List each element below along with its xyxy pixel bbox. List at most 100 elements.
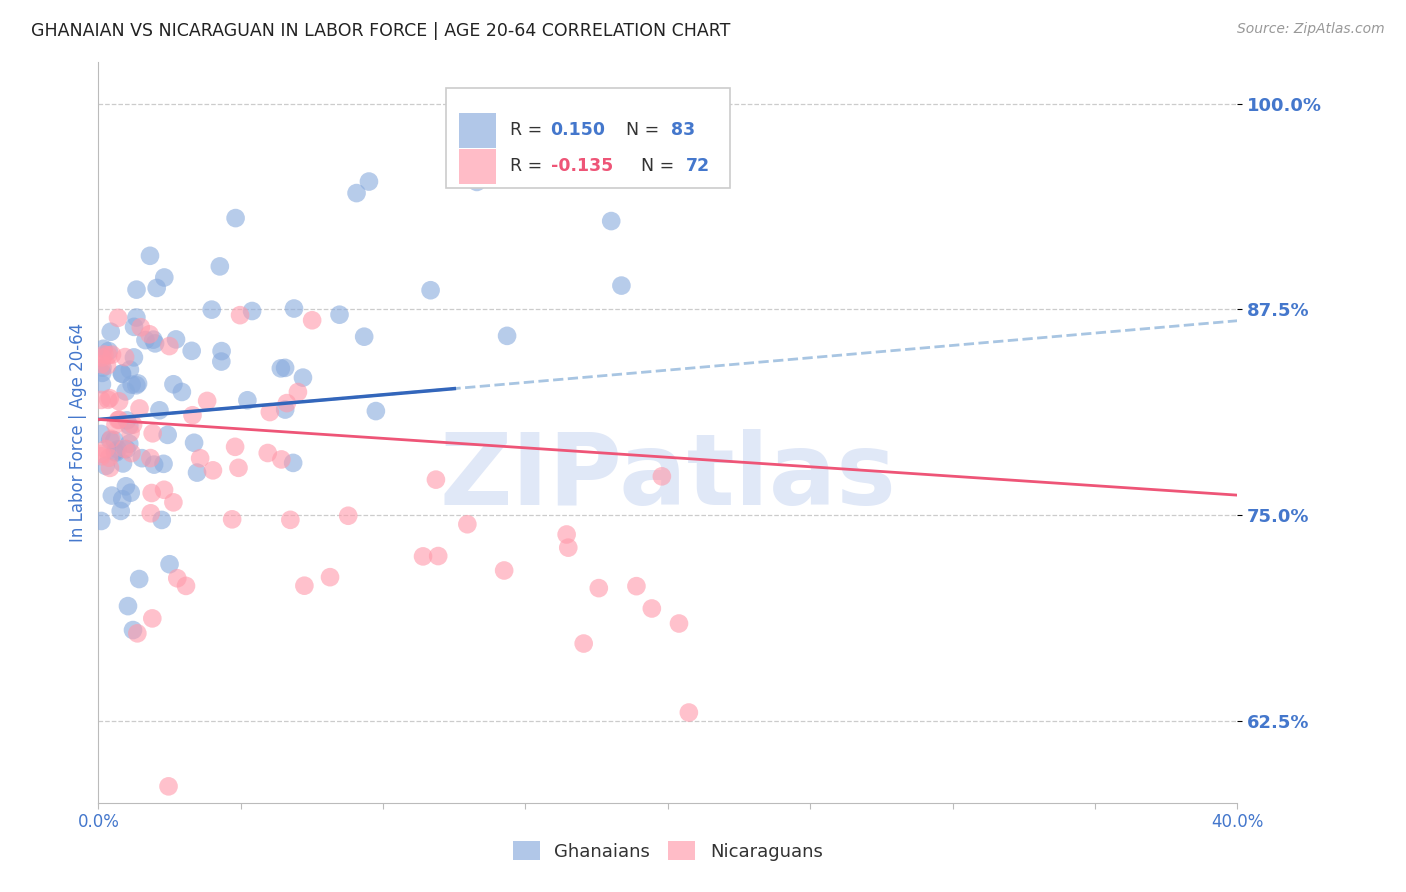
Point [157,339,180,353]
Point [555,527,578,541]
Point [292,579,315,593]
Point [166,571,188,585]
Point [494,564,516,578]
Point [118,418,141,433]
Point [183,435,205,450]
Point [353,329,375,343]
Point [128,572,150,586]
Point [150,513,173,527]
Point [94,442,117,456]
Point [186,466,208,480]
Point [256,446,278,460]
Point [97,344,120,359]
Point [96,359,118,373]
Point [125,283,148,297]
Point [274,402,297,417]
Point [90,357,112,371]
Point [122,351,145,365]
Point [550,96,572,111]
Point [120,485,142,500]
Point [678,706,700,720]
Point [115,442,138,457]
Point [90,426,112,441]
Point [118,436,141,450]
Point [111,492,134,507]
Point [157,780,180,794]
Point [328,308,350,322]
Text: 0.150: 0.150 [551,121,606,139]
Point [139,506,162,520]
Point [170,384,193,399]
Point [276,396,298,410]
Point [588,581,610,595]
Point [91,360,114,375]
Text: R =: R = [509,157,547,176]
Legend: Ghanaians, Nicaraguans: Ghanaians, Nicaraguans [506,834,830,868]
Point [114,384,136,399]
Point [138,327,160,342]
Point [287,384,309,399]
Point [162,377,184,392]
Point [606,166,628,180]
Point [104,445,127,459]
Point [208,260,231,274]
Point [125,310,148,325]
Point [240,304,263,318]
Text: ZIPatlas: ZIPatlas [440,428,896,525]
Point [280,513,302,527]
Point [127,376,149,391]
Point [122,623,145,637]
Point [90,377,112,392]
Point [641,601,664,615]
Point [91,351,114,365]
Point [456,517,478,532]
Point [108,412,131,426]
Point [141,486,163,500]
Bar [460,149,496,184]
Point [572,636,595,650]
Point [221,512,243,526]
Point [319,570,342,584]
Text: 83: 83 [671,121,696,139]
Point [188,451,211,466]
Point [142,333,165,347]
Point [112,442,135,456]
Bar [460,112,496,148]
Point [91,366,114,380]
Point [121,377,143,392]
Point [228,460,250,475]
Point [111,367,134,381]
Point [98,461,121,475]
Point [283,456,305,470]
Point [93,347,115,361]
Y-axis label: In Labor Force | Age 20-64: In Labor Force | Age 20-64 [69,323,87,542]
Point [139,249,162,263]
Point [115,479,138,493]
Point [419,283,441,297]
Point [101,489,124,503]
Point [125,378,148,392]
Point [111,367,134,381]
Point [143,336,166,351]
Point [93,342,115,356]
Point [122,319,145,334]
Point [364,404,387,418]
Point [236,393,259,408]
Point [201,463,224,477]
Point [107,310,129,325]
Point [496,329,519,343]
Point [224,440,246,454]
Point [142,426,165,441]
Point [90,514,112,528]
Point [600,214,623,228]
Point [152,457,174,471]
Point [626,579,648,593]
Point [301,313,323,327]
Point [412,549,434,564]
Point [114,350,136,364]
Point [357,175,380,189]
Point [122,417,145,432]
Text: N =: N = [630,157,681,176]
Point [211,344,233,359]
Point [98,433,121,447]
